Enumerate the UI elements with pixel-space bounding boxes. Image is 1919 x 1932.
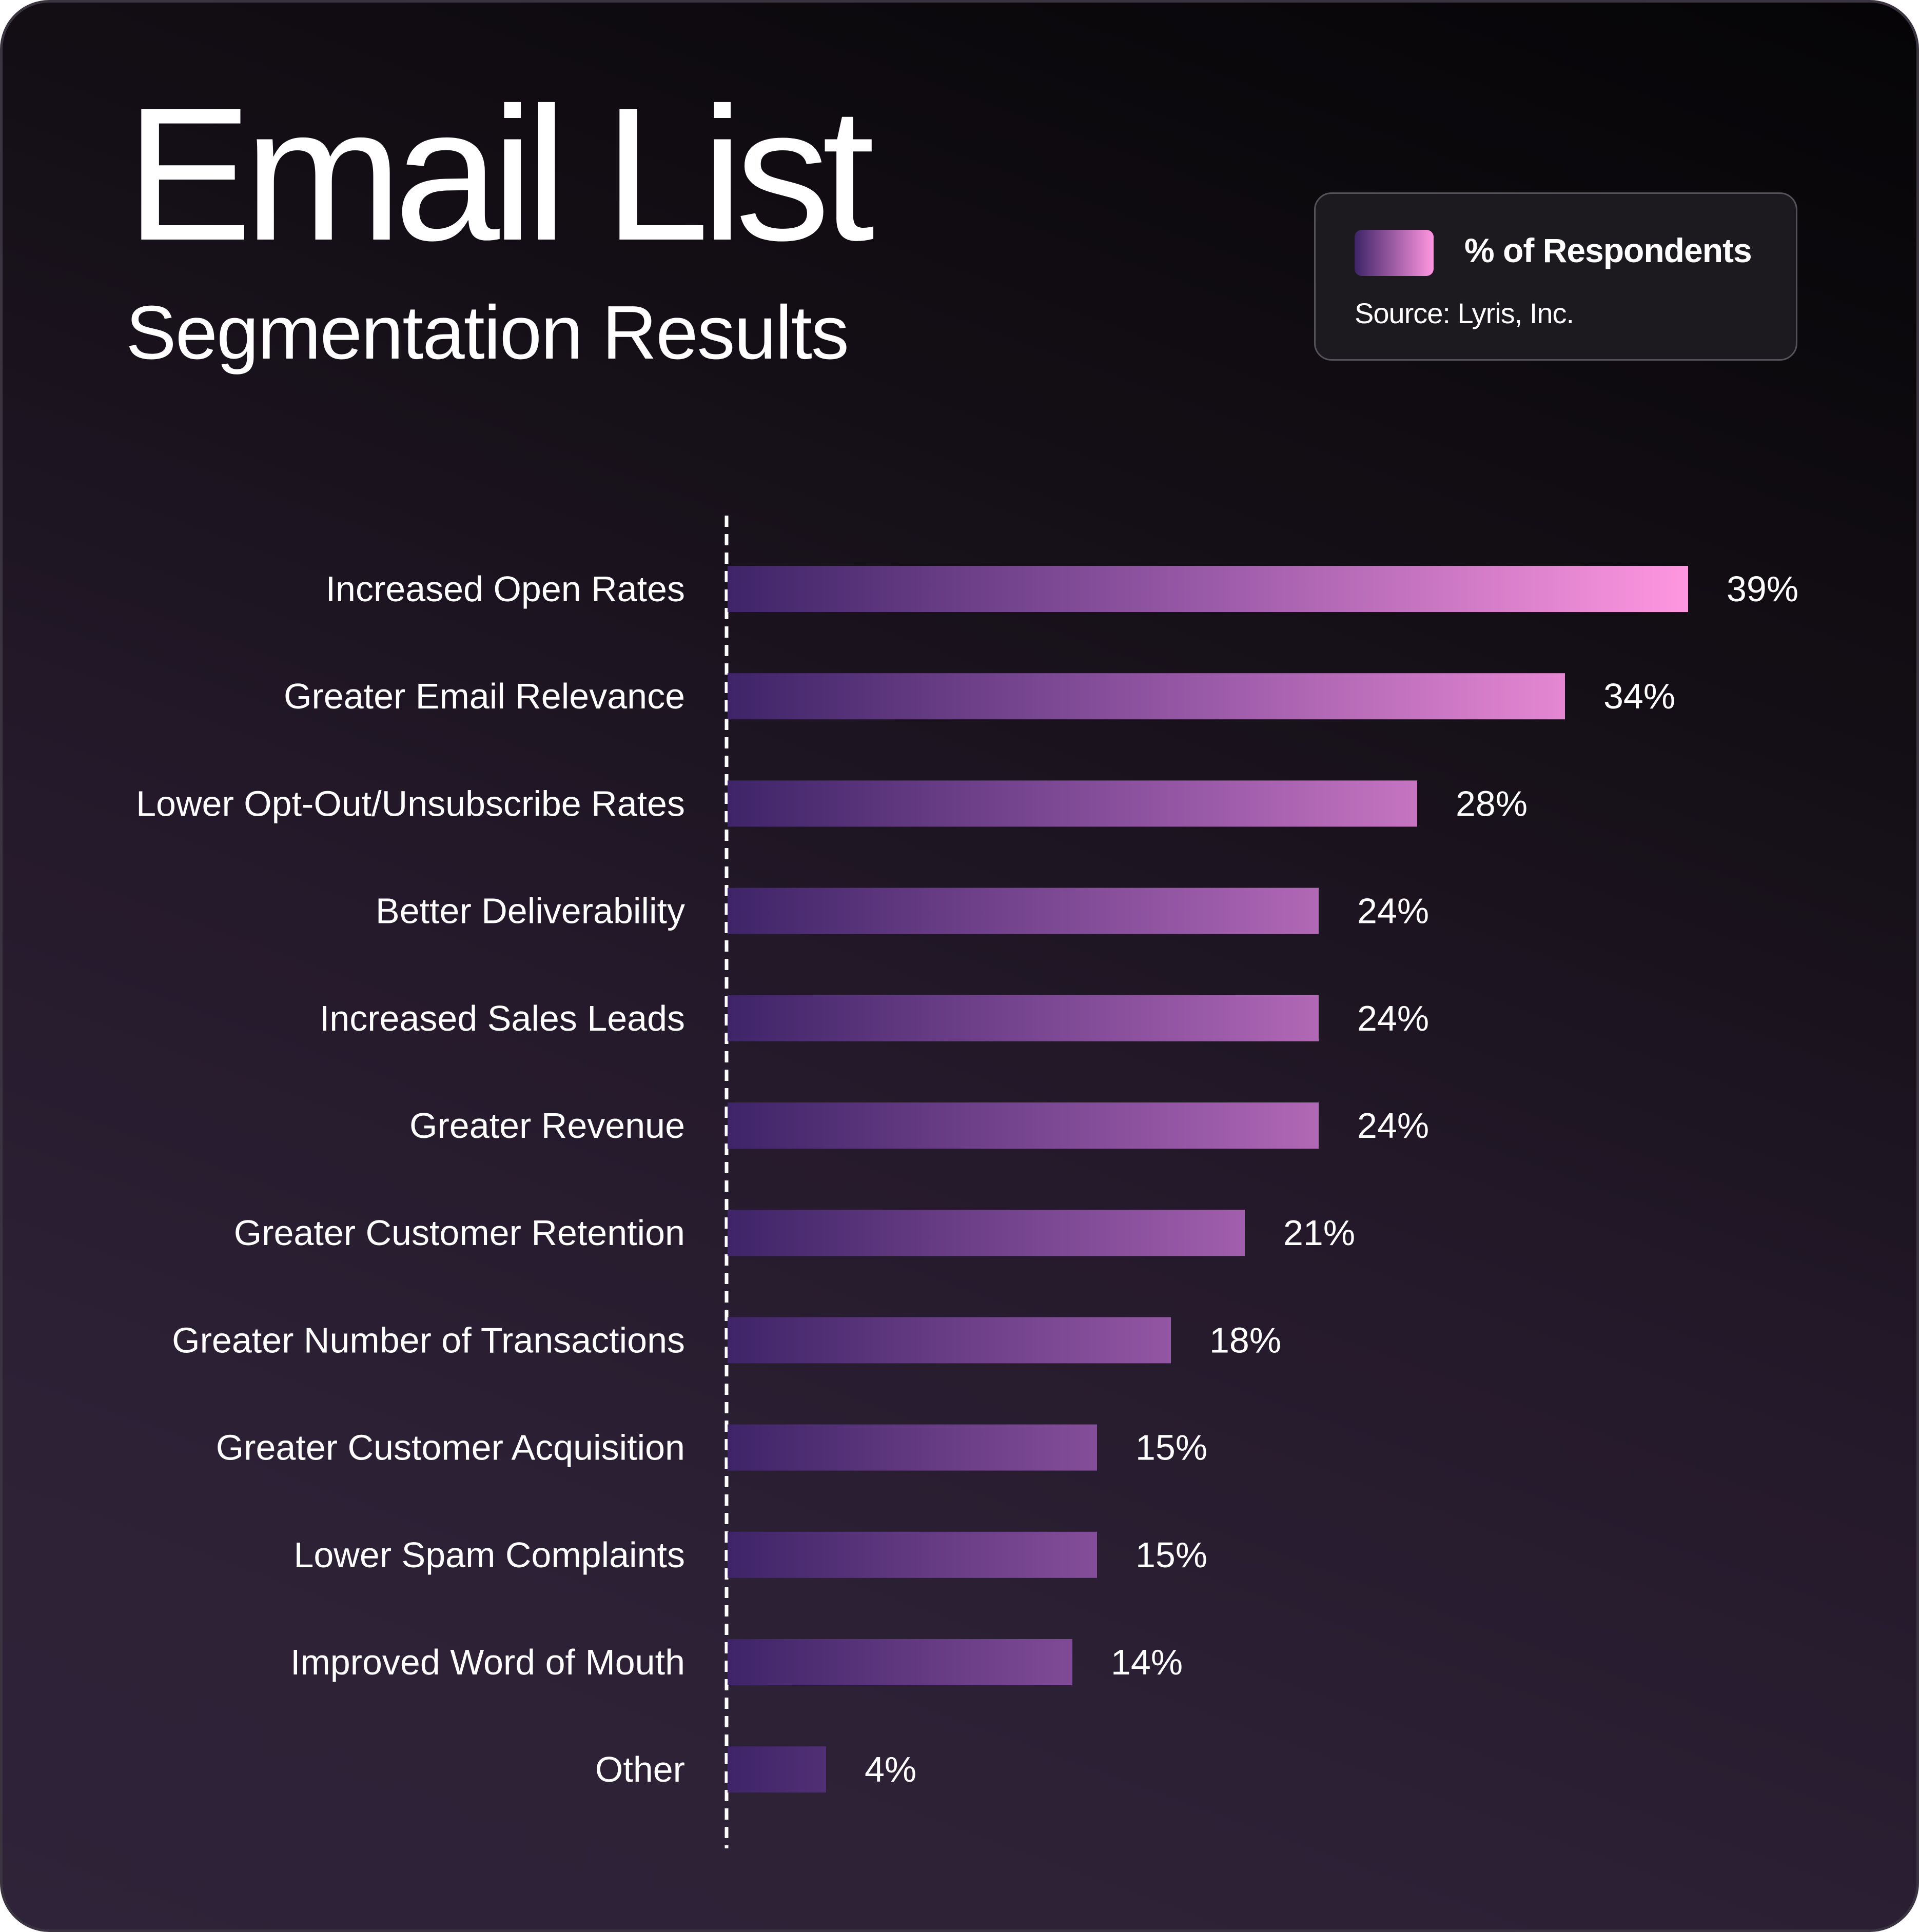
category-label: Increased Open Rates (326, 569, 685, 609)
chart-subtitle: Segmentation Results (126, 290, 849, 375)
category-label: Greater Customer Acquisition (216, 1428, 685, 1468)
bar (728, 566, 1688, 612)
category-label: Better Deliverability (376, 891, 685, 931)
value-label: 39% (1727, 569, 1798, 609)
bar (728, 673, 1565, 720)
bar (728, 1102, 1319, 1149)
value-label: 15% (1135, 1535, 1207, 1575)
bar (728, 780, 1417, 827)
value-label: 28% (1456, 783, 1528, 823)
chart-title: Email List (126, 68, 875, 280)
legend-source: Source: Lyris, Inc. (1355, 297, 1574, 329)
category-label: Improved Word of Mouth (290, 1642, 685, 1682)
bar (728, 1317, 1171, 1364)
value-label: 34% (1603, 676, 1675, 716)
category-label: Other (595, 1749, 685, 1789)
bar (728, 995, 1319, 1041)
bar-chart: Increased Open Rates 39% Greater Email Rel… (136, 516, 1798, 1848)
value-label: 14% (1111, 1642, 1183, 1682)
value-label: 24% (1357, 998, 1429, 1038)
category-label: Lower Spam Complaints (293, 1535, 685, 1575)
value-label: 15% (1135, 1428, 1207, 1468)
category-label: Increased Sales Leads (320, 998, 685, 1038)
value-label: 4% (865, 1749, 916, 1789)
bar (728, 888, 1319, 934)
value-label: 18% (1209, 1320, 1281, 1360)
legend-label: % of Respondents (1464, 231, 1752, 269)
bar (728, 1424, 1097, 1471)
bar (728, 1531, 1097, 1578)
category-label: Lower Opt-Out/Unsubscribe Rates (136, 783, 685, 823)
bars-group: Increased Open Rates 39% Greater Email Rel… (136, 566, 1798, 1793)
legend: % of Respondents Source: Lyris, Inc. (1314, 192, 1797, 361)
value-label: 24% (1357, 891, 1429, 931)
category-label: Greater Customer Retention (234, 1213, 685, 1253)
category-label: Greater Revenue (409, 1106, 685, 1146)
value-label: 21% (1283, 1213, 1355, 1253)
bar (728, 1639, 1072, 1685)
value-label: 24% (1357, 1106, 1429, 1146)
category-label: Greater Email Relevance (284, 676, 685, 716)
bar (728, 1746, 826, 1793)
category-label: Greater Number of Transactions (172, 1320, 685, 1360)
legend-swatch (1355, 230, 1434, 276)
bar (728, 1210, 1245, 1256)
